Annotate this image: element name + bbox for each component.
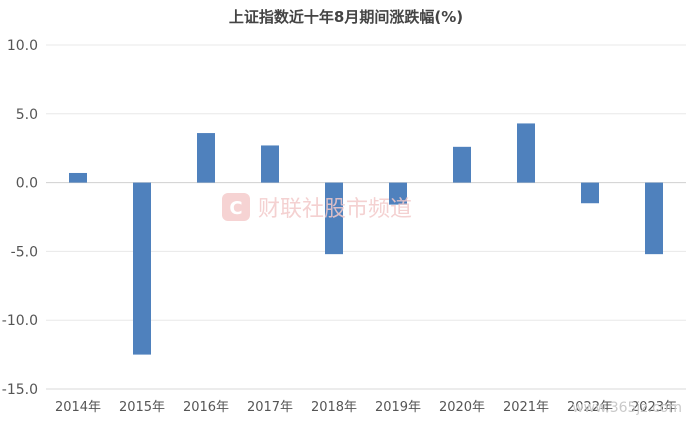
- y-tick-label: 10.0: [7, 38, 38, 54]
- y-tick-label: -5.0: [11, 244, 38, 260]
- bar-2021年: [517, 123, 535, 183]
- bar-2015年: [133, 182, 151, 355]
- chart-title: 上证指数近十年8月期间涨跌幅(%): [228, 8, 464, 26]
- y-tick-label: 0.0: [16, 176, 38, 192]
- y-tick-label: 5.0: [16, 107, 38, 123]
- y-tick-label: -10.0: [2, 313, 38, 329]
- bar-2016年: [197, 133, 215, 183]
- bar-2019年: [389, 182, 407, 205]
- y-tick-label: -15.0: [2, 382, 38, 398]
- bars: [69, 123, 663, 355]
- bar-2014年: [69, 172, 87, 183]
- y-axis: 10.0 5.0 0.0 -5.0 -10.0 -15.0: [2, 38, 38, 398]
- x-tick-label: 2016年: [183, 400, 229, 415]
- watermark-logo-icon: [222, 193, 250, 221]
- bar-2017年: [261, 145, 279, 183]
- site-watermark: www.365jz.com: [572, 400, 682, 416]
- watermark-text: 财联社股市频道: [258, 197, 412, 222]
- x-tick-label: 2017年: [247, 400, 293, 415]
- watermark-logo-letter: C: [229, 198, 242, 219]
- x-axis: 2014年 2015年 2016年 2017年 2018年 2019年 2020年 2021年…: [46, 388, 686, 415]
- x-tick-label: 2014年: [55, 400, 101, 415]
- x-tick-label: 2019年: [375, 400, 421, 415]
- bar-2023年: [645, 182, 663, 255]
- bar-2022年: [581, 182, 599, 204]
- x-tick-label: 2022年: [567, 400, 613, 415]
- x-tick-label: 2015年: [119, 400, 165, 415]
- x-tick-label: 2020年: [439, 400, 485, 415]
- x-tick-label: 2021年: [503, 400, 549, 415]
- x-tick-label: 2018年: [311, 400, 357, 415]
- bar-2018年: [325, 182, 343, 255]
- bar-2020年: [453, 146, 471, 183]
- x-tick-label: 2023年: [631, 400, 677, 415]
- grid-lines: [46, 44, 686, 390]
- watermark: C 财联社股市频道: [222, 193, 412, 222]
